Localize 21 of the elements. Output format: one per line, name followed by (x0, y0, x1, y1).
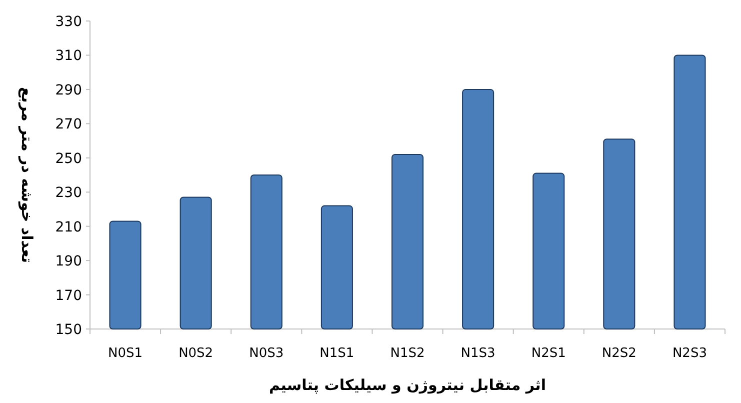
y-axis-title: تعداد خوشه در متر مربع (18, 86, 36, 264)
y-tick-label: 250 (55, 150, 82, 167)
x-axis-title: اثر متقابل نیتروژن و سیلیکات پتاسیم (269, 376, 546, 394)
x-tick-label: N1S3 (460, 346, 496, 361)
y-tick-label: 230 (55, 185, 82, 202)
y-tick-label: 290 (55, 82, 82, 98)
x-tick-label: N1S1 (320, 346, 354, 361)
x-tick-label: N0S2 (178, 346, 214, 361)
x-tick-label: N0S1 (108, 346, 143, 361)
x-tick-label: N0S3 (249, 346, 284, 361)
y-tick-label: 270 (55, 116, 82, 133)
y-tick-label: 330 (55, 14, 82, 30)
x-tick-label: N1S2 (390, 346, 425, 361)
y-tick-label: 210 (55, 219, 82, 236)
x-tick-label: N2S3 (672, 346, 707, 361)
y-tick-label: 150 (55, 322, 82, 338)
y-tick-label: 190 (55, 254, 82, 270)
x-tick-label: N2S2 (602, 346, 636, 361)
x-tick-label: N2S1 (531, 346, 566, 361)
y-tick-label: 170 (55, 288, 82, 304)
y-tick-label: 310 (55, 48, 82, 64)
